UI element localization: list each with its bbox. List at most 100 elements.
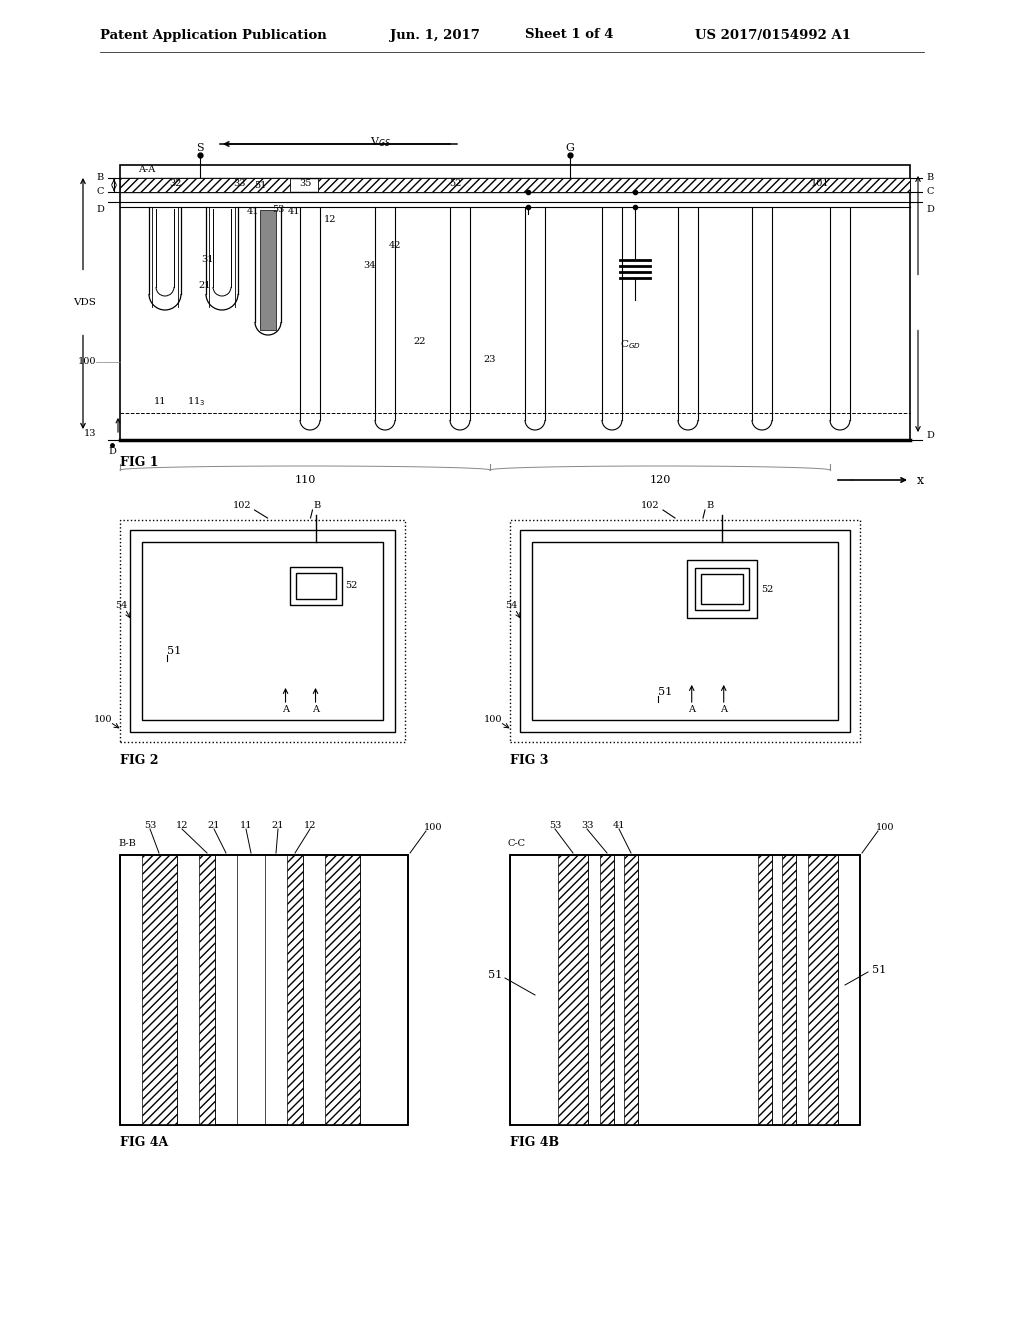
Text: 41: 41 [247, 207, 259, 216]
Text: 52: 52 [449, 178, 461, 187]
Text: 22: 22 [414, 338, 426, 346]
Text: 23: 23 [483, 355, 497, 364]
Text: US 2017/0154992 A1: US 2017/0154992 A1 [695, 29, 851, 41]
Bar [758, 855, 772, 1125]
Text: 12: 12 [176, 821, 188, 829]
Text: 33: 33 [233, 178, 246, 187]
Text: B-B: B-B [118, 838, 136, 847]
Bar [318, 178, 910, 191]
Bar [700, 574, 742, 605]
Bar [130, 531, 395, 733]
Text: 52: 52 [345, 582, 358, 590]
Text: 12: 12 [304, 821, 316, 829]
Text: 53: 53 [549, 821, 561, 829]
Text: 51: 51 [487, 970, 502, 979]
Text: A: A [282, 705, 289, 714]
Bar [510, 520, 860, 742]
Text: V$_{GS}$: V$_{GS}$ [370, 135, 390, 149]
Text: 51: 51 [657, 686, 672, 697]
Bar [296, 573, 336, 599]
Bar [142, 543, 383, 719]
Text: 42: 42 [389, 240, 401, 249]
Text: C-C: C-C [508, 838, 526, 847]
Bar [290, 568, 342, 605]
Text: B: B [96, 173, 103, 182]
Bar [520, 531, 850, 733]
Bar [260, 210, 276, 330]
Text: 41: 41 [288, 207, 300, 216]
Text: 54: 54 [116, 602, 128, 610]
Text: FIG 4B: FIG 4B [510, 1137, 559, 1150]
Bar [510, 855, 860, 1125]
Text: 102: 102 [233, 502, 252, 511]
Text: 11: 11 [240, 821, 252, 829]
Bar [120, 855, 408, 1125]
Text: x: x [916, 474, 924, 487]
Bar [120, 165, 910, 440]
Bar [120, 178, 290, 191]
Bar [600, 855, 614, 1125]
Text: D: D [926, 206, 934, 214]
Text: S: S [197, 143, 204, 153]
Text: B: B [927, 173, 934, 182]
Text: D: D [96, 206, 104, 214]
Bar [120, 855, 408, 1125]
Text: 11$_3$: 11$_3$ [186, 396, 205, 408]
Bar [558, 855, 588, 1125]
Text: 51: 51 [167, 645, 181, 656]
Text: 100: 100 [876, 822, 894, 832]
Text: 12: 12 [324, 215, 336, 224]
Text: 41: 41 [612, 821, 626, 829]
Text: FIG 3: FIG 3 [510, 754, 549, 767]
Text: 52: 52 [761, 585, 773, 594]
Text: A: A [720, 705, 727, 714]
Text: A-A: A-A [138, 165, 156, 174]
Bar [120, 520, 406, 742]
Text: A: A [312, 705, 319, 714]
Bar [532, 543, 838, 719]
Text: FIG 2: FIG 2 [120, 754, 159, 767]
Text: 21: 21 [271, 821, 285, 829]
Bar [199, 855, 215, 1125]
Text: FIG 1: FIG 1 [120, 455, 159, 469]
Text: Patent Application Publication: Patent Application Publication [100, 29, 327, 41]
Text: 13: 13 [84, 429, 96, 437]
Text: VDS: VDS [74, 298, 96, 308]
Bar [142, 855, 177, 1125]
Bar [325, 855, 360, 1125]
Text: 21: 21 [208, 821, 220, 829]
Text: 11: 11 [154, 397, 166, 407]
Text: 54: 54 [506, 602, 518, 610]
Text: 100: 100 [93, 715, 112, 725]
Bar [808, 855, 838, 1125]
Text: 35: 35 [299, 178, 311, 187]
Text: 33: 33 [581, 821, 593, 829]
Text: Jun. 1, 2017: Jun. 1, 2017 [390, 29, 480, 41]
Text: B: B [707, 502, 714, 511]
Text: 31: 31 [202, 256, 214, 264]
Bar [782, 855, 796, 1125]
Text: D: D [109, 447, 116, 457]
Text: 34: 34 [364, 260, 376, 269]
Text: 100: 100 [424, 822, 442, 832]
Text: A: A [688, 705, 695, 714]
Bar [624, 855, 638, 1125]
Text: Sheet 1 of 4: Sheet 1 of 4 [525, 29, 613, 41]
Text: 51: 51 [872, 965, 886, 975]
Text: 102: 102 [641, 502, 659, 511]
Text: 101: 101 [811, 178, 829, 187]
Text: C: C [927, 186, 934, 195]
Text: 120: 120 [649, 475, 671, 484]
Text: C: C [96, 186, 103, 195]
Bar [687, 560, 757, 618]
Bar [694, 568, 749, 610]
Bar [510, 855, 860, 1125]
Text: D: D [926, 430, 934, 440]
Text: 100: 100 [78, 358, 96, 367]
Text: B: B [314, 502, 322, 511]
Text: 110: 110 [294, 475, 315, 484]
Bar [287, 855, 303, 1125]
Text: C$_{GD}$: C$_{GD}$ [620, 339, 640, 351]
Text: 53: 53 [143, 821, 157, 829]
Text: 32: 32 [169, 178, 181, 187]
